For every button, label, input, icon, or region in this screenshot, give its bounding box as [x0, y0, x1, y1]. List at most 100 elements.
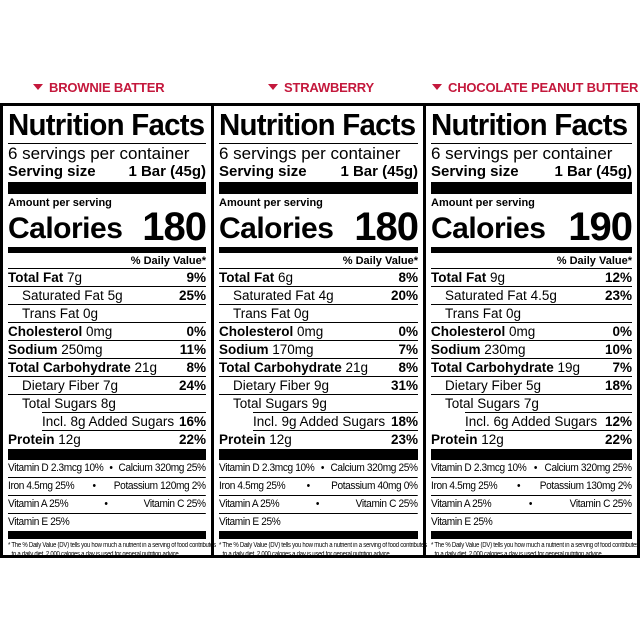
nutrient-label: Trans Fat [445, 306, 503, 321]
daily-value-header: % Daily Value* [431, 254, 632, 269]
footnote-line-2: to a daily diet. 2,000 calories a day is… [222, 551, 391, 558]
vitamin-right: Potassium 40mg 0% [331, 480, 418, 492]
nutrient-amount: 0g [294, 306, 310, 321]
amount-per-serving: Amount per serving [8, 197, 112, 209]
footnote-line-2: to a daily diet. 2,000 calories a day is… [11, 551, 180, 558]
nutrient-dv: 8% [398, 270, 418, 285]
nutrient-row-total-fat: Total Fat 7g 9% [8, 269, 206, 287]
nutrient-label: Sodium [8, 342, 58, 357]
calories-label: Calories [219, 212, 334, 245]
calories-value: 180 [142, 205, 207, 249]
daily-value-header: % Daily Value* [8, 254, 206, 269]
flavor-name: CHOCOLATE PEANUT BUTTER [448, 80, 639, 95]
nutrient-dv: 31% [390, 378, 418, 393]
nutrient-dv: 16% [178, 414, 206, 429]
nutrient-amount: 0mg [297, 324, 324, 339]
nutrient-amount: 7g [67, 270, 83, 285]
nutrient-label: Protein [431, 432, 478, 447]
nutrient-label: Cholesterol [219, 324, 294, 339]
vitamin-row: Vitamin D 2.3mcg 10% • Calcium 320mg 25% [431, 460, 632, 478]
nutrient-row-protein: Protein 12g 22% [8, 431, 206, 448]
vitamin-right: Vitamin C 25% [355, 498, 418, 510]
calories-value: 190 [568, 205, 633, 249]
flavor-name: STRAWBERRY [284, 80, 374, 95]
nutrient-label: Total Fat [431, 270, 487, 285]
servings-per-container: 6 servings per container [431, 144, 613, 163]
vitamin-left: Vitamin E 25% [219, 516, 281, 528]
nutrient-amount: 7g [103, 378, 119, 393]
vitamin-left: Vitamin D 2.3mcg 10% [219, 462, 315, 474]
flavor-name: BROWNIE BATTER [49, 80, 165, 95]
nutrient-amount: 170mg [272, 342, 314, 357]
flavor-header-strawberry: STRAWBERRY [268, 80, 374, 95]
serving-size-row: Serving size 1 Bar (45g) [431, 163, 632, 180]
vitamin-right: Calcium 320mg 25% [330, 462, 418, 474]
nutrient-amount: 12g [58, 432, 81, 447]
nutrient-dv: 23% [390, 432, 418, 447]
daily-value-header: % Daily Value* [219, 254, 418, 269]
nutrient-row-total-fat: Total Fat 6g 8% [219, 269, 418, 287]
nutrient-dv: 8% [186, 360, 206, 375]
vitamin-left: Vitamin D 2.3mcg 10% [431, 462, 527, 474]
nutrient-amount: 9g [490, 270, 506, 285]
nutrient-dv: 0% [612, 324, 632, 339]
nutrient-label: Total Fat [8, 270, 64, 285]
nutrient-amount: 5g [107, 288, 123, 303]
nutrient-row-total-carbohydrate: Total Carbohydrate 21g 8% [8, 359, 206, 377]
nutrient-label: Total Sugars [22, 396, 98, 411]
vitamin-left: Vitamin E 25% [431, 516, 493, 528]
divider-thick [431, 449, 632, 460]
nutrient-amount: 5g [526, 378, 542, 393]
nutrient-dv: 23% [604, 288, 632, 303]
serving-size-row: Serving size 1 Bar (45g) [8, 163, 206, 180]
calories-label: Calories [8, 212, 123, 245]
vitamin-row: Iron 4.5mg 25% • Potassium 40mg 0% [219, 478, 418, 496]
vitamin-row: Vitamin A 25% • Vitamin C 25% [8, 496, 206, 514]
footnote-line-2: to a daily diet. 2,000 calories a day is… [434, 551, 603, 558]
nutrient-row-protein: Protein 12g 23% [219, 431, 418, 448]
bullet-icon: • [533, 462, 538, 474]
vitamin-left: Iron 4.5mg 25% [219, 480, 286, 492]
calories-row: Calories 180 [8, 205, 207, 249]
nutrient-dv: 8% [398, 360, 418, 375]
divider [8, 143, 206, 144]
bullet-icon: • [516, 480, 521, 492]
nutrient-dv: 18% [604, 378, 632, 393]
vitamin-left: Iron 4.5mg 25% [8, 480, 75, 492]
nutrient-label: Saturated Fat [22, 288, 104, 303]
nutrient-row-sodium: Sodium 250mg 11% [8, 341, 206, 359]
nutrient-label: Sodium [219, 342, 269, 357]
nutrient-label: Total Sugars [233, 396, 309, 411]
nutrient-amount: 0mg [86, 324, 113, 339]
vitamin-right: Calcium 320mg 25% [544, 462, 632, 474]
nutrient-label: Incl. 8g Added Sugars [42, 414, 175, 429]
nutrition-panel-brownie-batter: Nutrition Facts 6 servings per container… [3, 106, 216, 558]
vitamin-left: Vitamin A 25% [219, 498, 280, 510]
nutrient-label: Protein [8, 432, 55, 447]
nutrient-label: Cholesterol [431, 324, 506, 339]
vitamin-row: Vitamin E 25% [431, 514, 632, 531]
servings-per-container: 6 servings per container [219, 144, 401, 163]
divider-medium [431, 247, 632, 253]
bullet-icon: • [306, 480, 311, 492]
bullet-icon: • [104, 498, 108, 510]
nutrient-row-total-sugars: Total Sugars 9g [219, 395, 418, 412]
nutrient-label: Trans Fat [233, 306, 291, 321]
bullet-icon: • [109, 462, 113, 474]
vitamin-left: Vitamin E 25% [8, 516, 70, 528]
nutrient-row-trans-fat: Trans Fat 0g [431, 305, 632, 323]
nutrient-row-total-fat: Total Fat 9g 12% [431, 269, 632, 287]
divider-thick [431, 182, 632, 194]
bullet-icon: • [315, 498, 320, 510]
flavor-header-chocolate-peanut-butter: CHOCOLATE PEANUT BUTTER [432, 80, 638, 95]
nutrient-dv: 18% [390, 414, 418, 429]
serving-size-value: 1 Bar (45g) [554, 163, 632, 180]
nutrient-row-trans-fat: Trans Fat 0g [219, 305, 418, 323]
nutrient-amount: 4g [318, 288, 334, 303]
nutrient-label: Saturated Fat [445, 288, 527, 303]
nutrient-row-protein: Protein 12g 22% [431, 431, 632, 448]
nutrient-amount: 7g [523, 396, 539, 411]
nutrient-row-total-carbohydrate: Total Carbohydrate 21g 8% [219, 359, 418, 377]
nutrient-amount: 8g [100, 396, 116, 411]
nutrient-label: Incl. 9g Added Sugars [253, 414, 386, 429]
